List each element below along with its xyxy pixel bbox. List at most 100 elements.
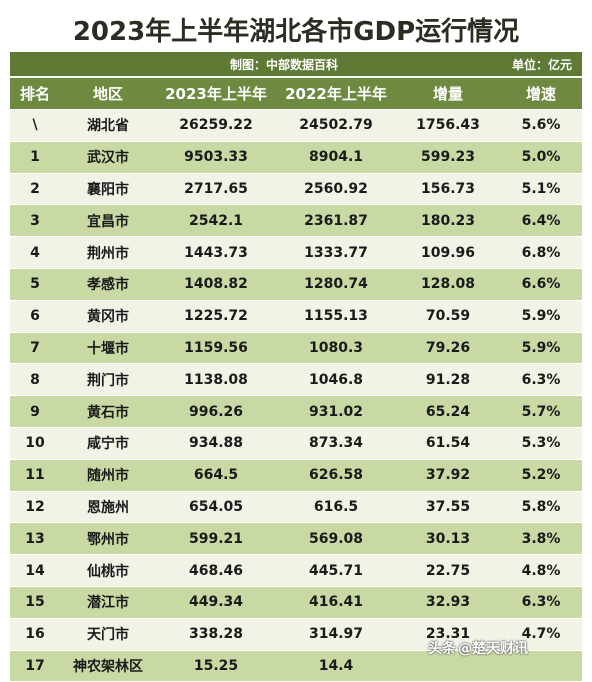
increment-cell: 70.59 bbox=[425, 308, 471, 325]
gdp-2022h1-cell: 416.41 bbox=[308, 594, 364, 611]
table-row: 2 襄阳市 2717.65 2560.92 156.73 5.1% bbox=[10, 173, 582, 206]
header-region: 地区 bbox=[92, 85, 123, 103]
region-cell: 天门市 bbox=[87, 627, 129, 644]
gdp-2023h1-cell: 468.46 bbox=[188, 562, 244, 579]
header-rank: 排名 bbox=[19, 85, 50, 103]
growth-cell: 6.4% bbox=[521, 212, 561, 229]
watermark-brand: 头条 bbox=[428, 641, 456, 657]
table-row: 16 天门市 338.28 314.97 23.31 4.7% bbox=[10, 618, 582, 651]
table-row: 13 鄂州市 599.21 569.08 30.13 3.8% bbox=[10, 523, 582, 556]
gdp-2022h1-cell: 616.5 bbox=[313, 498, 359, 515]
rank-cell: \ bbox=[32, 117, 38, 134]
region-cell: 潜江市 bbox=[87, 595, 129, 612]
rank-cell: 17 bbox=[25, 657, 45, 674]
increment-cell: 599.23 bbox=[420, 149, 476, 166]
region-cell: 神农架林区 bbox=[73, 658, 143, 675]
table-row: 15 潜江市 449.34 416.41 32.93 6.3% bbox=[10, 586, 582, 619]
increment-cell: 79.26 bbox=[425, 339, 471, 356]
table-row: 11 随州市 664.5 626.58 37.92 5.2% bbox=[10, 459, 582, 492]
gdp-2022h1-cell: 2560.92 bbox=[304, 180, 368, 197]
gdp-2023h1-cell: 2542.1 bbox=[188, 212, 244, 229]
increment-cell: 32.93 bbox=[425, 594, 471, 611]
gdp-2023h1-cell: 338.28 bbox=[188, 626, 244, 643]
gdp-2023h1-cell: 1138.08 bbox=[184, 371, 248, 388]
rank-cell: 16 bbox=[25, 626, 45, 643]
growth-cell: 6.8% bbox=[521, 244, 561, 261]
unit-label: 单位：亿元 bbox=[511, 58, 572, 72]
gdp-2022h1-cell: 1046.8 bbox=[308, 371, 364, 388]
table-row: 6 黄冈市 1225.72 1155.13 70.59 5.9% bbox=[10, 300, 582, 333]
gdp-2023h1-cell: 654.05 bbox=[188, 498, 244, 515]
region-cell: 黄冈市 bbox=[87, 309, 129, 326]
watermark-handle: @楚天财讯 bbox=[458, 641, 528, 657]
rank-cell: 4 bbox=[30, 244, 40, 261]
gdp-2023h1-cell: 449.34 bbox=[188, 594, 244, 611]
gdp-2023h1-cell: 26259.22 bbox=[179, 117, 253, 134]
growth-cell: 6.3% bbox=[521, 371, 561, 388]
growth-cell: 5.9% bbox=[521, 308, 561, 325]
table-row: 9 黄石市 996.26 931.02 65.24 5.7% bbox=[10, 396, 582, 428]
region-cell: 孝感市 bbox=[87, 277, 129, 294]
header-increment: 增量 bbox=[432, 85, 463, 103]
gdp-2023h1-cell: 15.25 bbox=[193, 657, 239, 674]
gdp-2022h1-cell: 24502.79 bbox=[299, 117, 373, 134]
gdp-2022h1-cell: 626.58 bbox=[308, 467, 364, 484]
growth-cell: 5.9% bbox=[521, 339, 561, 356]
header-growth: 增速 bbox=[525, 85, 556, 103]
table-row: 14 仙桃市 468.46 445.71 22.75 4.8% bbox=[10, 555, 582, 587]
growth-cell: 3.8% bbox=[521, 530, 561, 547]
gdp-2022h1-cell: 314.97 bbox=[308, 626, 364, 643]
rank-cell: 14 bbox=[25, 562, 45, 579]
region-cell: 咸宁市 bbox=[87, 436, 129, 453]
region-cell: 湖北省 bbox=[87, 118, 129, 135]
gdp-2023h1-cell: 934.88 bbox=[188, 435, 244, 452]
gdp-2023h1-cell: 1408.82 bbox=[184, 276, 248, 293]
gdp-2022h1-cell: 14.4 bbox=[318, 657, 354, 674]
gdp-2023h1-cell: 996.26 bbox=[188, 403, 244, 420]
gdp-2022h1-cell: 1280.74 bbox=[304, 276, 368, 293]
gdp-2022h1-cell: 1155.13 bbox=[304, 308, 368, 325]
gdp-2023h1-cell: 599.21 bbox=[188, 530, 244, 547]
rank-cell: 3 bbox=[30, 212, 40, 229]
gdp-2022h1-cell: 2361.87 bbox=[304, 212, 368, 229]
increment-cell: 22.75 bbox=[425, 562, 471, 579]
increment-cell: 180.23 bbox=[420, 212, 476, 229]
table-row: 8 荆门市 1138.08 1046.8 91.28 6.3% bbox=[10, 364, 582, 397]
increment-cell: 1756.43 bbox=[416, 117, 480, 134]
gdp-2023h1-cell: 9503.33 bbox=[184, 149, 248, 166]
growth-cell: 5.0% bbox=[521, 149, 561, 166]
gdp-2022h1-cell: 569.08 bbox=[308, 530, 364, 547]
gdp-2023h1-cell: 1225.72 bbox=[184, 308, 248, 325]
region-cell: 宜昌市 bbox=[87, 213, 129, 230]
increment-cell: 37.55 bbox=[425, 498, 471, 515]
region-cell: 十堰市 bbox=[87, 340, 129, 357]
growth-cell: 5.6% bbox=[521, 117, 561, 134]
header-2022h1: 2022年上半年 bbox=[285, 85, 387, 103]
growth-cell: 4.8% bbox=[521, 562, 561, 579]
region-cell: 荆门市 bbox=[87, 372, 129, 389]
rank-cell: 2 bbox=[30, 180, 40, 197]
rank-cell: 5 bbox=[30, 276, 40, 293]
rank-cell: 12 bbox=[25, 498, 45, 515]
growth-cell: 5.3% bbox=[521, 435, 561, 452]
rank-cell: 15 bbox=[25, 594, 45, 611]
rank-cell: 9 bbox=[30, 403, 40, 420]
increment-cell: 61.54 bbox=[425, 435, 471, 452]
gdp-2022h1-cell: 931.02 bbox=[308, 403, 364, 420]
rank-cell: 1 bbox=[30, 149, 40, 166]
increment-cell: 65.24 bbox=[425, 403, 471, 420]
rank-cell: 13 bbox=[25, 530, 45, 547]
page-title: 2023年上半年湖北各市GDP运行情况 bbox=[72, 16, 520, 47]
gdp-table: 排名 地区 2023年上半年 2022年上半年 增量 增速 \ 湖北省 26259.… bbox=[10, 78, 582, 682]
table-body: \ 湖北省 26259.22 24502.79 1756.43 5.6% 1 武汉市 9503.… bbox=[10, 110, 582, 682]
rank-cell: 10 bbox=[25, 435, 45, 452]
region-cell: 随州市 bbox=[87, 468, 129, 485]
region-cell: 仙桃市 bbox=[87, 563, 129, 580]
increment-cell: 37.92 bbox=[425, 467, 471, 484]
region-cell: 恩施州 bbox=[87, 499, 129, 516]
rank-cell: 11 bbox=[25, 467, 45, 484]
watermark: 头条 @楚天财讯 bbox=[428, 638, 528, 658]
gdp-2023h1-cell: 2717.65 bbox=[184, 180, 248, 197]
table-row: 3 宜昌市 2542.1 2361.87 180.23 6.4% bbox=[10, 205, 582, 238]
region-cell: 荆州市 bbox=[87, 245, 129, 262]
